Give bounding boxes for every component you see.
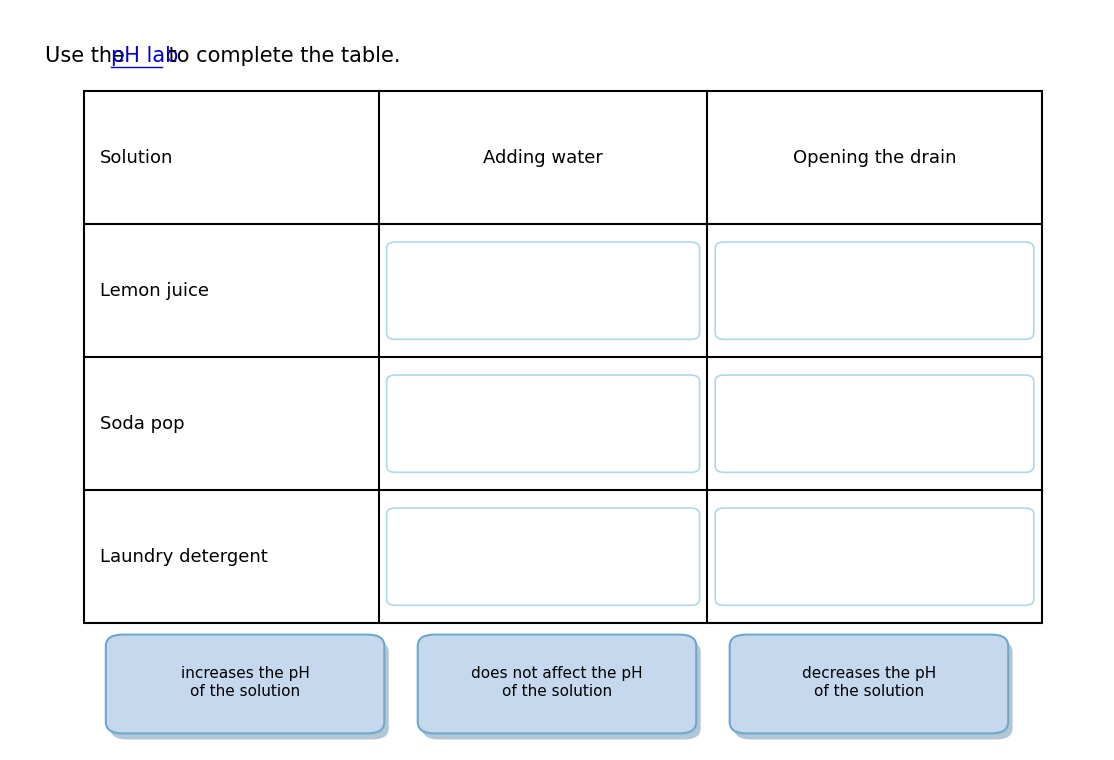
Text: to complete the table.: to complete the table. xyxy=(162,46,400,65)
FancyBboxPatch shape xyxy=(730,635,1008,733)
Bar xyxy=(84,91,1042,623)
Text: Laundry detergent: Laundry detergent xyxy=(100,548,268,565)
FancyBboxPatch shape xyxy=(387,508,700,605)
FancyBboxPatch shape xyxy=(110,641,389,739)
FancyBboxPatch shape xyxy=(715,508,1034,605)
Text: does not affect the pH
of the solution: does not affect the pH of the solution xyxy=(471,667,643,698)
Text: Use the: Use the xyxy=(45,46,131,65)
Text: increases the pH
of the solution: increases the pH of the solution xyxy=(180,667,310,698)
Text: decreases the pH
of the solution: decreases the pH of the solution xyxy=(802,667,936,698)
FancyBboxPatch shape xyxy=(418,635,696,733)
FancyBboxPatch shape xyxy=(734,641,1013,739)
Text: Lemon juice: Lemon juice xyxy=(100,282,209,299)
FancyBboxPatch shape xyxy=(387,242,700,339)
FancyBboxPatch shape xyxy=(422,641,701,739)
FancyBboxPatch shape xyxy=(715,242,1034,339)
FancyBboxPatch shape xyxy=(387,375,700,472)
FancyBboxPatch shape xyxy=(106,635,384,733)
Text: Adding water: Adding water xyxy=(483,149,603,166)
FancyBboxPatch shape xyxy=(715,375,1034,472)
Text: Opening the drain: Opening the drain xyxy=(793,149,956,166)
Text: Solution: Solution xyxy=(100,149,174,166)
Text: pH lab: pH lab xyxy=(111,46,178,65)
Text: Soda pop: Soda pop xyxy=(100,415,185,432)
